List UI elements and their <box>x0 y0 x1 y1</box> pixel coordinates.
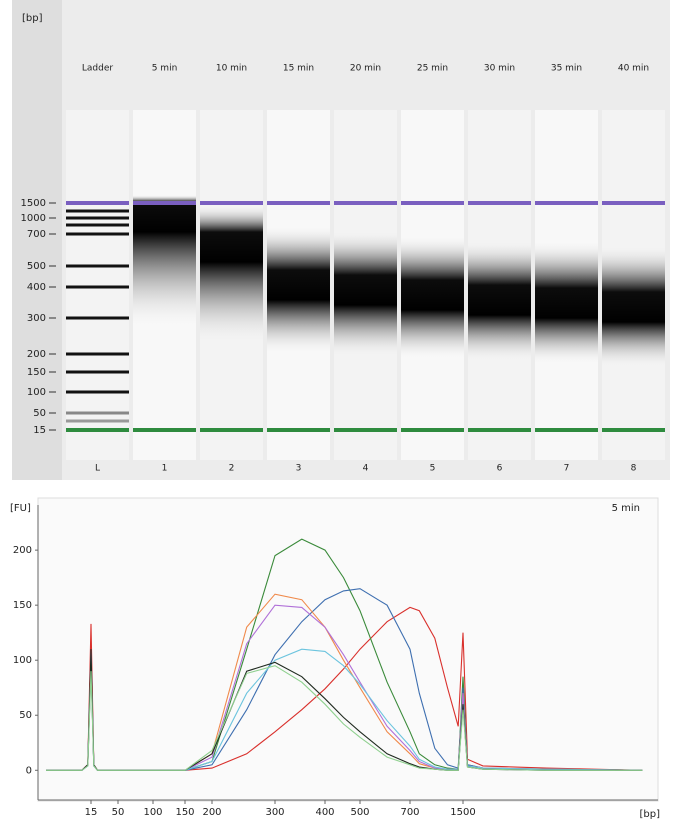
lane-header: 20 min <box>350 64 381 74</box>
chart-title: 5 min <box>612 503 640 514</box>
lane-number: L <box>95 464 100 474</box>
upper-marker <box>468 201 531 205</box>
smear <box>267 225 330 385</box>
upper-marker <box>133 201 196 205</box>
gel-axis-label: [bp] <box>22 13 43 24</box>
x-tick-label: 100 <box>143 807 162 818</box>
y-tick-label: 0 <box>26 765 32 776</box>
upper-marker <box>200 201 263 205</box>
ladder-band <box>66 353 129 356</box>
smear <box>334 230 397 388</box>
smear <box>200 205 263 375</box>
lane-number: 6 <box>497 464 503 474</box>
upper-marker <box>267 201 330 205</box>
ladder-band <box>66 233 129 236</box>
lower-marker <box>602 428 665 432</box>
ladder-size-label: 200 <box>27 349 46 360</box>
smear <box>602 245 665 398</box>
smear <box>133 195 196 360</box>
ladder-size-label: 150 <box>27 367 46 378</box>
lane-number: 2 <box>229 464 235 474</box>
y-tick-label: 150 <box>13 600 32 611</box>
lane-number: 1 <box>162 464 168 474</box>
ladder-band <box>66 412 129 415</box>
lower-marker <box>133 428 196 432</box>
lane-number: 7 <box>564 464 570 474</box>
lane-header: Ladder <box>82 64 113 74</box>
ladder-band <box>66 391 129 394</box>
ladder-size-label: 700 <box>27 229 46 240</box>
smear <box>401 235 464 390</box>
upper-marker <box>66 201 129 205</box>
x-tick-label: 150 <box>175 807 194 818</box>
ladder-size-label: 15 <box>33 425 46 436</box>
lane-header: 30 min <box>484 64 515 74</box>
upper-marker <box>535 201 598 205</box>
x-tick-label: 300 <box>265 807 284 818</box>
ladder-size-label: 500 <box>27 261 46 272</box>
lower-marker <box>267 428 330 432</box>
x-tick-label: 1500 <box>450 807 475 818</box>
y-tick-label: 200 <box>13 545 32 556</box>
lower-marker <box>401 428 464 432</box>
upper-marker <box>334 201 397 205</box>
lane-header: 40 min <box>618 64 649 74</box>
x-tick-label: 200 <box>202 807 221 818</box>
lower-marker <box>535 428 598 432</box>
ladder-size-label: 1500 <box>21 198 46 209</box>
ladder-band <box>66 217 129 220</box>
x-tick-label: 50 <box>112 807 125 818</box>
lower-marker <box>200 428 263 432</box>
lane-header: 35 min <box>551 64 582 74</box>
x-tick-label: 400 <box>315 807 334 818</box>
x-tick-label: 700 <box>400 807 419 818</box>
ladder-band <box>66 265 129 268</box>
ladder-band <box>66 317 129 320</box>
lane <box>66 110 129 460</box>
ladder-size-label: 100 <box>27 387 46 398</box>
x-tick-label: 500 <box>350 807 369 818</box>
ladder-band <box>66 210 129 213</box>
y-tick-label: 50 <box>19 710 32 721</box>
ladder-band <box>66 286 129 289</box>
plot-area <box>38 498 658 801</box>
x-tick-label: 15 <box>85 807 98 818</box>
ladder-size-label: 50 <box>33 408 46 419</box>
smear <box>535 240 598 395</box>
lane-number: 4 <box>363 464 369 474</box>
ladder-band <box>66 371 129 374</box>
upper-marker <box>401 201 464 205</box>
y-tick-label: 100 <box>13 655 32 666</box>
ladder-size-label: 400 <box>27 282 46 293</box>
ladder-band <box>66 224 129 227</box>
y-axis-label: [FU] <box>10 503 31 514</box>
lower-marker <box>334 428 397 432</box>
lane-number: 8 <box>631 464 637 474</box>
lane-header: 5 min <box>152 64 178 74</box>
ladder-size-label: 1000 <box>21 213 46 224</box>
lane-header: 15 min <box>283 64 314 74</box>
lane-header: 25 min <box>417 64 448 74</box>
upper-marker <box>602 201 665 205</box>
ladder-size-label: 300 <box>27 313 46 324</box>
x-axis-label: [bp] <box>640 809 661 820</box>
smear <box>468 240 531 392</box>
lane-number: 5 <box>430 464 436 474</box>
ladder-band <box>66 420 129 423</box>
lower-marker <box>468 428 531 432</box>
figure: [bp] [FU] 5 min [bp] Ladder L 5 min 1 10 min… <box>0 0 673 823</box>
lane-number: 3 <box>296 464 302 474</box>
lower-marker <box>66 428 129 432</box>
lane-header: 10 min <box>216 64 247 74</box>
